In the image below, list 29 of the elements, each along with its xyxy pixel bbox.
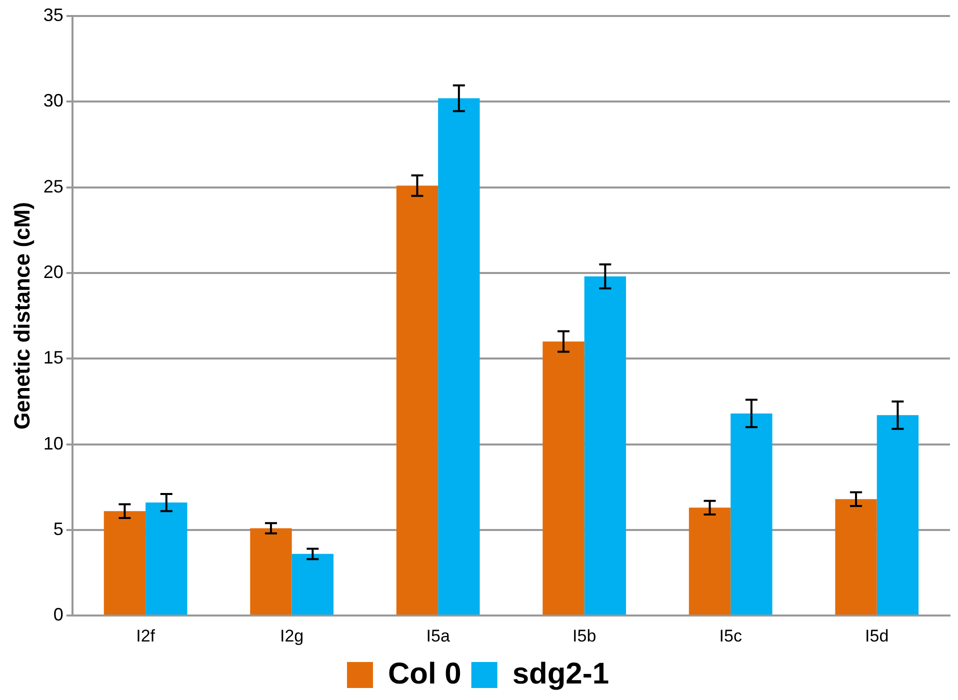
y-tick-label: 5 — [53, 518, 64, 539]
x-tick-label: I5d — [865, 626, 889, 646]
y-tick-label: 20 — [43, 262, 64, 282]
bar — [730, 413, 772, 615]
y-tick-label: 25 — [43, 176, 64, 196]
y-tick-label: 15 — [43, 348, 64, 368]
y-tick-label: 10 — [43, 433, 64, 454]
y-tick-label: 0 — [53, 604, 64, 625]
bar — [146, 502, 188, 615]
bar — [584, 276, 626, 615]
bar — [438, 98, 480, 615]
bar — [688, 508, 731, 615]
bar — [835, 499, 877, 615]
bar — [104, 511, 146, 615]
legend-label: sdg2-1 — [512, 657, 610, 690]
legend-label: Col 0 — [388, 657, 462, 690]
bar — [876, 415, 919, 615]
bar — [396, 186, 438, 615]
x-tick-label: I5b — [572, 626, 596, 646]
bar — [542, 341, 584, 615]
y-tick-label: 35 — [43, 4, 64, 25]
y-tick-label: 30 — [43, 90, 64, 111]
x-tick-label: I2f — [136, 626, 156, 646]
bar — [292, 554, 334, 615]
x-tick-label: I5a — [426, 626, 450, 646]
x-tick-label: I5c — [719, 626, 742, 646]
y-axis-title: Genetic distance (cM) — [9, 202, 34, 430]
x-tick-label: I2g — [280, 626, 304, 646]
bar — [250, 528, 292, 615]
